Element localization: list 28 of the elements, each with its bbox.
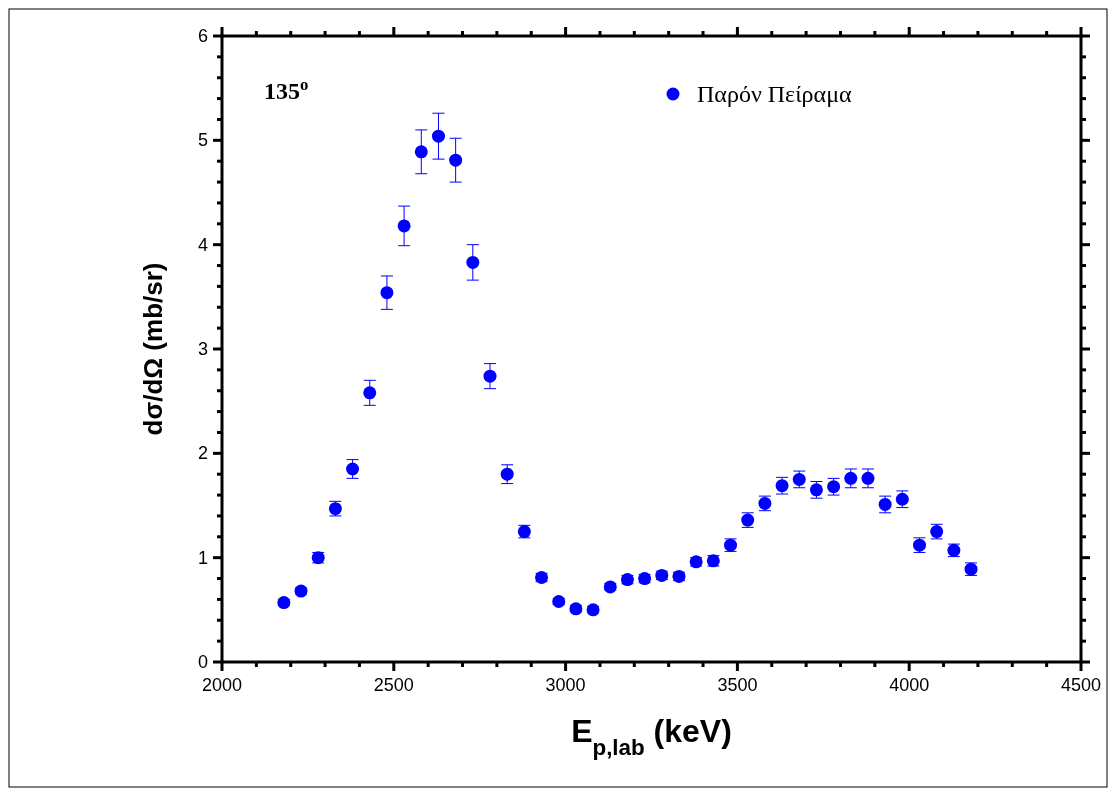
point [861, 471, 875, 485]
x-tick-label: 4000 [889, 675, 930, 695]
y-tick-label: 0 [197, 652, 208, 672]
point [500, 467, 514, 481]
point [466, 255, 480, 269]
y-tick-label: 2 [197, 443, 208, 464]
point [483, 369, 497, 383]
y-tick-label: 4 [197, 234, 208, 255]
x-tick-label: 4500 [1060, 675, 1102, 695]
y-tick-label: 3 [197, 339, 208, 359]
x-axis-title: E$_{p,lab}$ (keV) [571, 713, 732, 760]
point [380, 286, 394, 300]
point [414, 145, 428, 159]
y-tick-label: 5 [197, 130, 208, 151]
annotation: 135$^{o}$ [264, 74, 309, 104]
point [363, 386, 377, 400]
point [397, 219, 411, 233]
point [431, 129, 445, 143]
point [449, 153, 463, 167]
x-tick-label: 2000 [201, 675, 243, 695]
x-tick-label: 2500 [373, 675, 414, 695]
y-tick-label: 6 [197, 26, 208, 46]
x-tick-label: 3500 [717, 675, 758, 695]
y-tick-label: 1 [197, 547, 208, 568]
x-tick-label: 3000 [545, 675, 586, 695]
point [844, 471, 858, 485]
legend-label: Παρόν Πείραμα [697, 81, 853, 107]
y-axis-title: dσ/dΩ (mb/sr) [138, 262, 168, 436]
